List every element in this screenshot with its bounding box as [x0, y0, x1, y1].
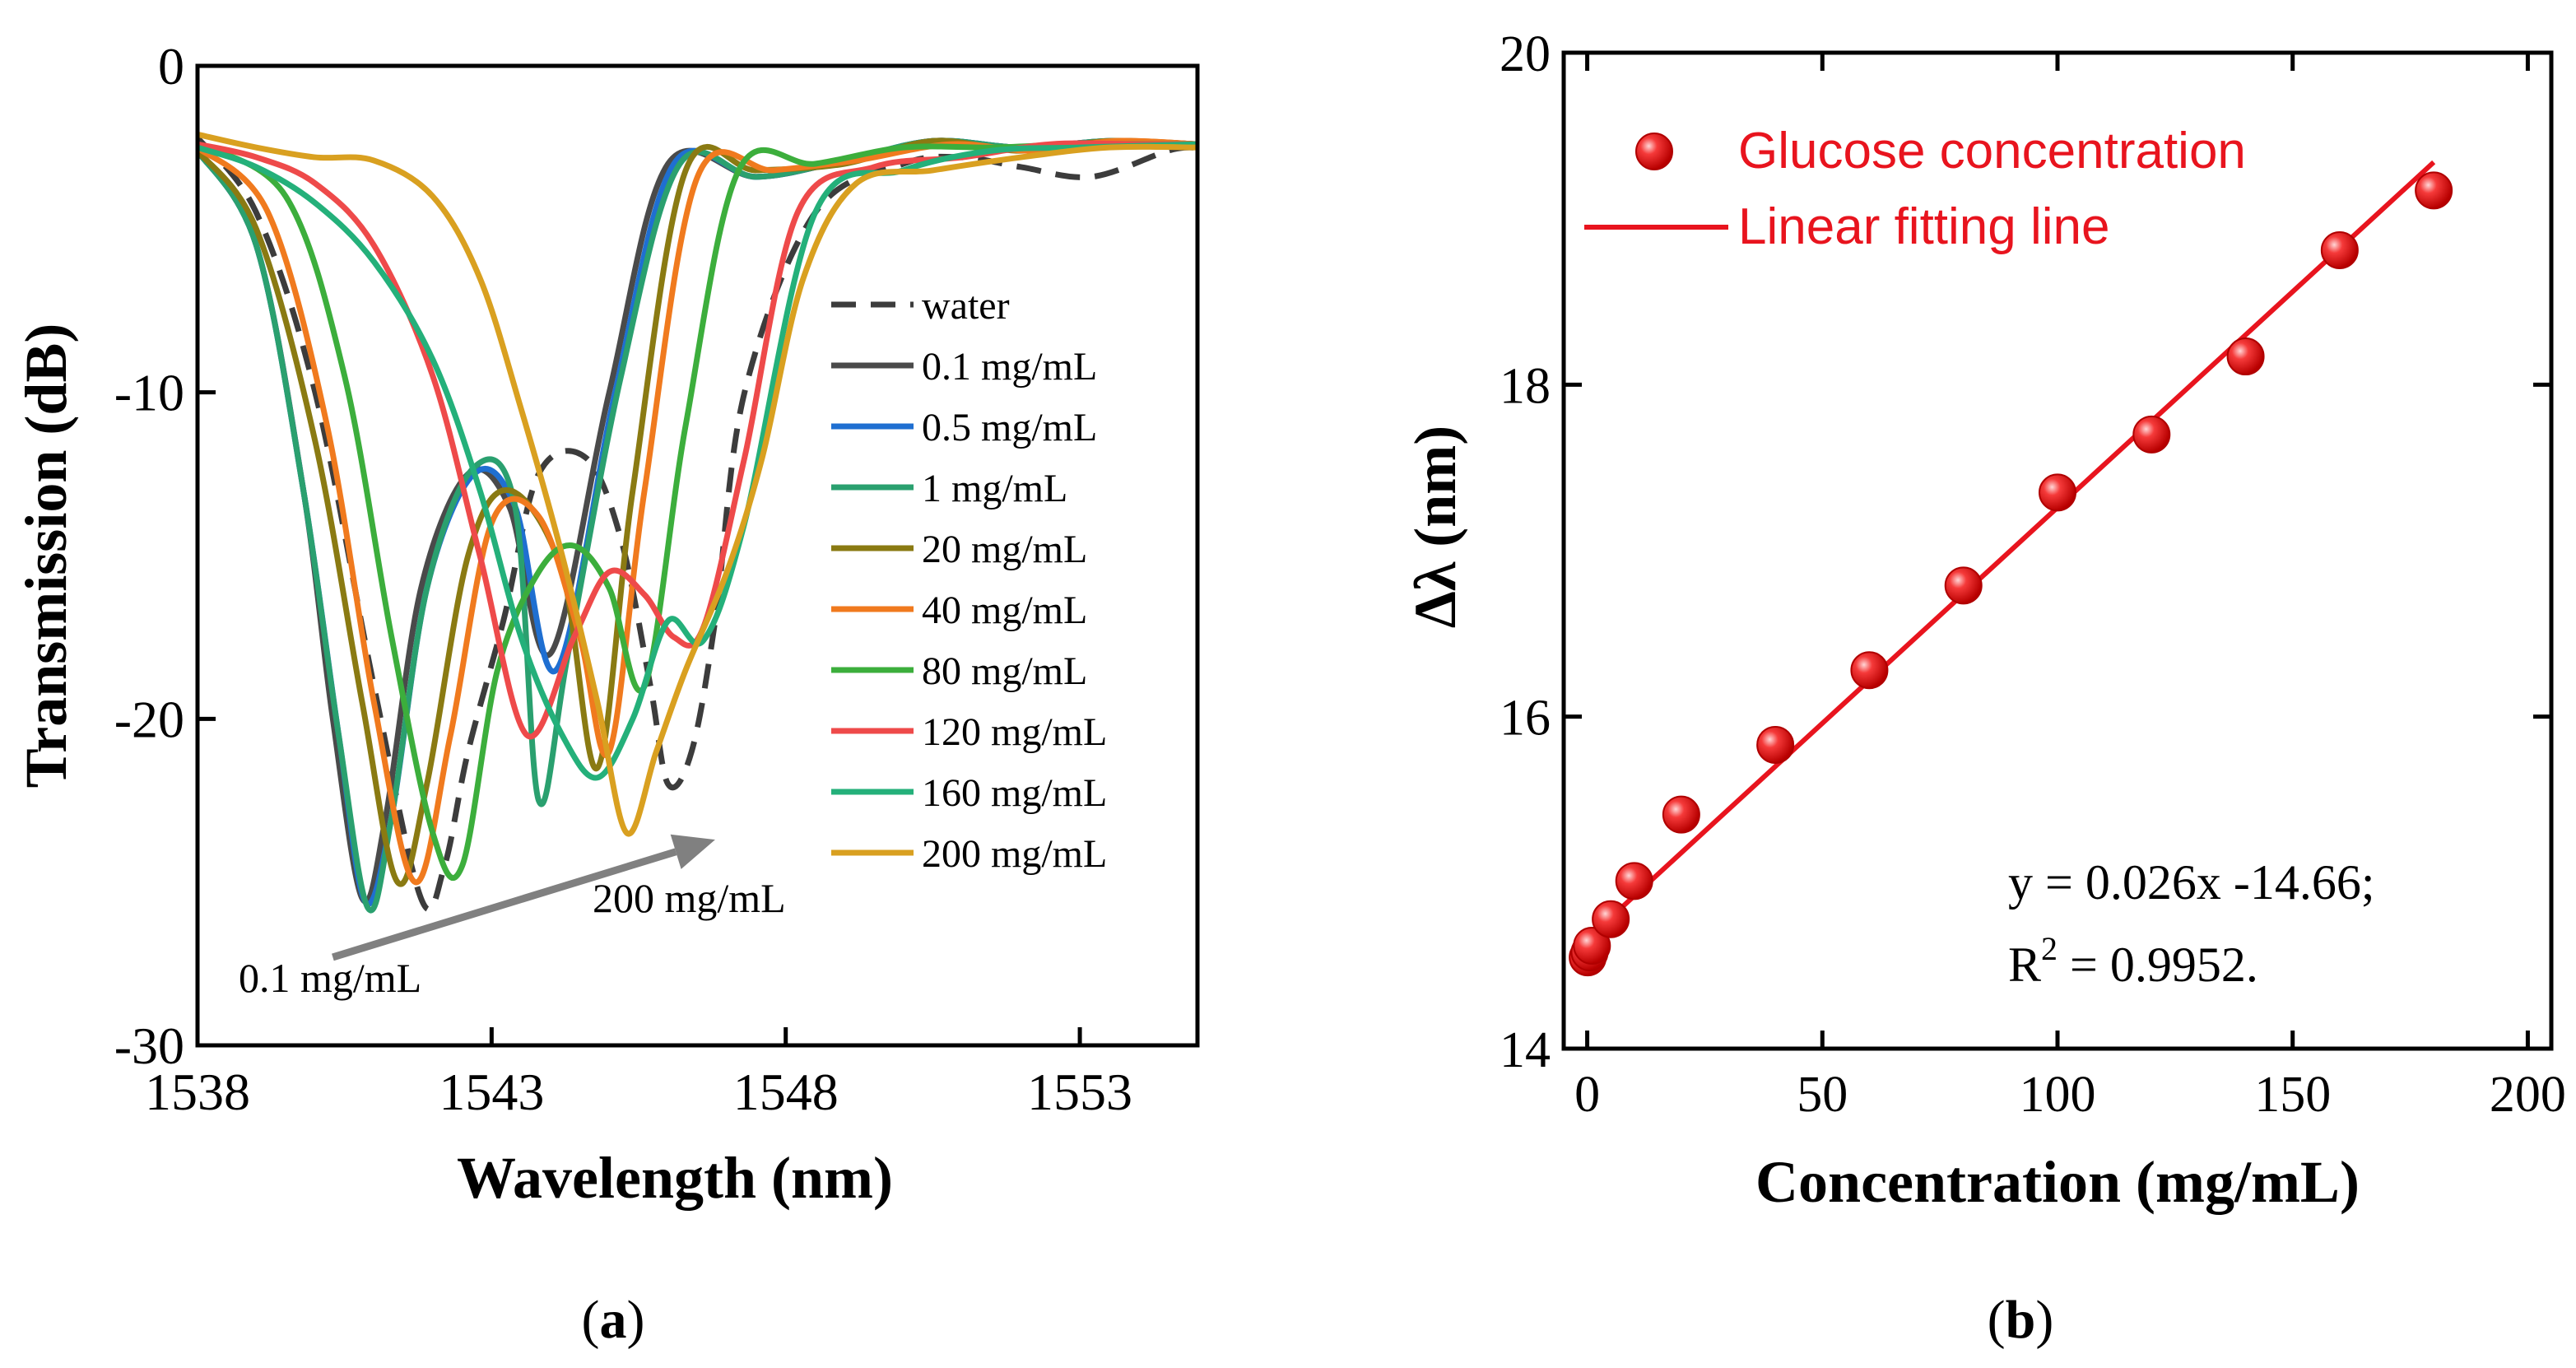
legend-a-label-5: 40 mg/mL: [922, 589, 1087, 632]
y-tick-label-b-1: 16: [1500, 691, 1551, 747]
panel-b-letter: b: [2006, 1290, 2036, 1350]
y-tick-label-a-2: -20: [114, 690, 184, 748]
legend-b-label-scatter: Glucose concentration: [1738, 123, 2246, 179]
annotation-end-label: 200 mg/mL: [593, 875, 786, 921]
plot-frame-a: [195, 63, 1200, 1048]
shift-arrow: [332, 834, 715, 961]
legend-b-marker: [1635, 133, 1673, 170]
panel-label-a: (a): [582, 1290, 645, 1350]
panel-a: 1538 1543 1548 1553 0 -10 -20 -30 Wavelength (n…: [13, 37, 1200, 1350]
legend-a-label-2: 0.5 mg/mL: [922, 406, 1097, 449]
data-point-5: [1662, 795, 1700, 834]
legend-a-label-8: 160 mg/mL: [922, 771, 1107, 815]
x-tick-label-a-3: 1553: [1027, 1063, 1132, 1121]
legend-a-label-4: 20 mg/mL: [922, 528, 1087, 571]
y-axis-label-a: Transmission (dB): [13, 323, 79, 789]
data-point-3: [1592, 900, 1630, 938]
x-tick-label-a-2: 1548: [733, 1063, 839, 1121]
data-point-6: [1756, 725, 1795, 764]
shift-arrow-head: [670, 834, 715, 869]
data-point-13: [2415, 171, 2453, 210]
data-point-4: [1615, 862, 1653, 900]
y-tick-label-a-1: -10: [114, 364, 184, 422]
shift-arrow-line: [332, 848, 677, 961]
legend-b-label-fit: Linear fitting line: [1738, 198, 2110, 255]
calibration-plot: [1569, 160, 2453, 977]
fit-equation: y = 0.026x -14.66;: [2008, 855, 2375, 910]
r-symbol: R: [2008, 938, 2041, 992]
x-tick-label-b-0: 0: [1574, 1067, 1600, 1123]
data-point-2: [1573, 926, 1611, 965]
x-axis-label-a: Wavelength (nm): [457, 1145, 893, 1211]
y-tick-label-a-3: -30: [114, 1017, 184, 1075]
data-point-8: [1944, 566, 1983, 605]
legend-a-label-3: 1 mg/mL: [922, 467, 1067, 510]
panel-a-letter: a: [600, 1290, 627, 1350]
y-tick-label-b-3: 20: [1500, 26, 1551, 82]
series-line-9: [198, 131, 1197, 837]
fit-r-squared: R2 = 0.9952.: [2008, 930, 2258, 992]
x-axis-label-b: Concentration (mg/mL): [1755, 1149, 2360, 1215]
x-tick-label-b-1: 50: [1797, 1067, 1848, 1123]
data-point-9: [2039, 473, 2076, 512]
legend-a-label-9: 200 mg/mL: [922, 832, 1107, 876]
data-point-11: [2226, 337, 2265, 376]
ticks-b: 0 50 100 150 200 14 16 18 20: [1500, 26, 2566, 1123]
x-tick-label-b-4: 200: [2490, 1067, 2566, 1123]
legend-b: Glucose concentration Linear fitting lin…: [1584, 123, 2246, 255]
legend-a-label-1: 0.1 mg/mL: [922, 345, 1097, 389]
y-tick-label-b-0: 14: [1500, 1022, 1551, 1078]
x-tick-label-b-2: 100: [2020, 1067, 2096, 1123]
legend-a-label-0: water: [922, 284, 1010, 328]
x-tick-label-a-1: 1543: [439, 1063, 544, 1121]
data-point-12: [2320, 230, 2359, 269]
series-line-6: [198, 141, 1197, 881]
data-point-7: [1850, 651, 1889, 690]
annotation-start-label: 0.1 mg/mL: [239, 955, 421, 1001]
panel-label-b: (b): [1988, 1290, 2054, 1350]
transmission-lines: [198, 131, 1197, 914]
x-tick-label-b-3: 150: [2254, 1067, 2331, 1123]
data-point-10: [2132, 415, 2171, 454]
legend-a-label-7: 120 mg/mL: [922, 710, 1107, 754]
r-superscript: 2: [2041, 930, 2058, 967]
y-tick-label-b-2: 18: [1500, 358, 1551, 414]
y-tick-label-a-0: 0: [158, 37, 184, 95]
r-value: = 0.9952.: [2058, 938, 2258, 992]
legend-a-label-6: 80 mg/mL: [922, 649, 1087, 693]
fit-line: [1585, 160, 2436, 942]
panel-b: 0 50 100 150 200 14 16 18 20 Concentration (mg/m…: [1402, 26, 2566, 1350]
x-tick-label-a-0: 1538: [145, 1063, 250, 1121]
y-axis-label-b: Δλ (nm): [1402, 426, 1468, 628]
legend-a: water 0.1 mg/mL 0.5 mg/mL 1 mg/mL 20 mg/mL 40…: [831, 284, 1107, 876]
ticks-a: 1538 1543 1548 1553 0 -10 -20 -30: [114, 37, 1132, 1121]
